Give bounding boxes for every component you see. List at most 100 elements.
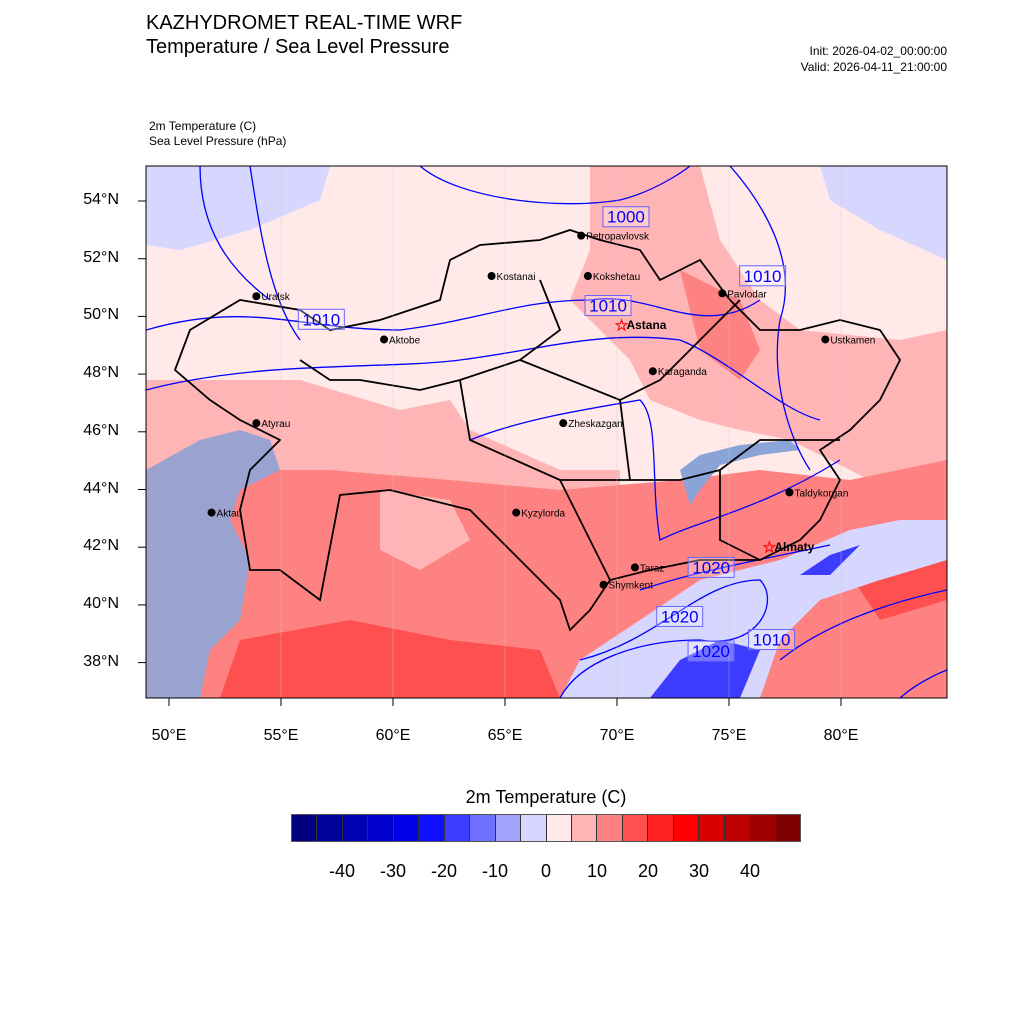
lon-tick-label: 55°E — [263, 727, 299, 744]
colorbar-title: 2m Temperature (C) — [465, 787, 627, 807]
city-layer: Petropavlovsk Kostanai Kokshetau Pavlodar Ur… — [207, 231, 875, 592]
city-label: Aktau — [217, 509, 243, 520]
temp-fill-mountains-very-cold — [650, 640, 760, 698]
field-label-temperature: 2m Temperature (C) — [149, 119, 257, 133]
city-dot-icon — [559, 419, 568, 428]
city-label: Ustkamen — [830, 335, 875, 346]
temp-fill-cold-north — [146, 166, 330, 250]
colorbar-swatch — [622, 815, 649, 841]
city-label: Uralsk — [261, 292, 290, 303]
temp-fill-5-10-east — [570, 166, 947, 520]
contour-label-box — [656, 605, 704, 627]
city-label: Petropavlovsk — [586, 232, 650, 243]
lat-tick-label: 44°N — [83, 479, 119, 497]
subtitle: Temperature / Sea Level Pressure — [146, 36, 450, 58]
colorbar-swatch — [393, 815, 420, 841]
city-dot-icon — [252, 292, 261, 301]
colorbar-label: 30 — [688, 861, 710, 881]
contour-label: 1020 — [692, 558, 730, 577]
colorbar-label: 20 — [637, 861, 659, 881]
colorbar-swatch — [317, 815, 343, 841]
contour-label-group: 1010 — [584, 295, 632, 317]
lat-tick-label: 40°N — [83, 594, 119, 612]
colorbar-label: -20 — [430, 861, 458, 881]
contour-label: 1010 — [302, 310, 340, 329]
colorbar — [291, 814, 801, 842]
city-label: Astana — [626, 318, 666, 332]
lon-tick-label: 50°E — [151, 727, 187, 744]
city-dot-icon — [583, 272, 592, 281]
contour-label-group: 1010 — [297, 308, 345, 330]
contour-label-box — [297, 308, 345, 330]
contour-label-group: 1010 — [748, 629, 796, 651]
contour-label: 1000 — [607, 208, 645, 227]
contour-label-group: 1010 — [739, 265, 787, 287]
lon-tick-label: 65°E — [487, 727, 523, 744]
city-dot-icon — [207, 508, 216, 517]
contour-label-group: 1000 — [602, 206, 650, 228]
contour-label-group: 1020 — [656, 605, 704, 627]
contour-label: 1010 — [744, 267, 782, 286]
colorbar-swatch — [368, 815, 394, 841]
lat-tick-label: 48°N — [83, 364, 119, 382]
city-label: Shymkent — [609, 581, 654, 592]
temp-fill-mountains-cold — [560, 520, 947, 698]
colorbar-swatch — [673, 815, 700, 841]
colorbar-label: 10 — [586, 861, 608, 881]
contour-label-box — [584, 295, 632, 317]
lat-tick-label: 42°N — [83, 537, 119, 555]
colorbar-swatch — [342, 815, 369, 841]
colorbar-swatch — [699, 815, 725, 841]
colorbar-label: -40 — [328, 861, 356, 881]
colorbar-swatch — [775, 815, 801, 841]
contour-label-box — [687, 640, 735, 662]
contour-label-box — [602, 206, 650, 228]
city-dot-icon — [512, 508, 521, 517]
lat-tick-label: 50°N — [83, 306, 119, 324]
capital-star-icon: ★ — [763, 539, 776, 555]
graticule — [280, 166, 842, 698]
city-label: Almaty — [774, 540, 814, 554]
lat-tick-label: 54°N — [83, 191, 119, 208]
lat-tick-label: 46°N — [83, 421, 119, 439]
colorbar-label: 0 — [540, 861, 552, 881]
city-dot-icon — [487, 272, 496, 281]
colorbar-swatch — [419, 815, 445, 841]
colorbar-swatch — [648, 815, 674, 841]
admin-borders — [173, 229, 902, 632]
caspian-sea — [146, 430, 280, 698]
contour-label: 1010 — [589, 297, 627, 316]
contour-label-box — [748, 629, 796, 651]
city-label: Zheskazgan — [568, 419, 622, 430]
contour-label-group: 1020 — [687, 640, 735, 662]
valid-time: Valid: 2026-04-11_21:00:00 — [800, 60, 947, 74]
colorbar-label: -30 — [379, 861, 407, 881]
temp-fill-cold-ne — [820, 166, 947, 260]
colorbar-swatch — [470, 815, 496, 841]
city-label: Taraz — [640, 563, 664, 574]
city-dot-icon — [648, 367, 657, 376]
lon-tick-label: 70°E — [599, 727, 635, 744]
temp-fill-tianshan-cold — [800, 545, 860, 575]
init-time: Init: 2026-04-02_00:00:00 — [809, 44, 947, 58]
city-dot-icon — [599, 580, 608, 589]
city-label: Kostanai — [497, 272, 536, 283]
city-label: Taldykorgan — [794, 488, 848, 499]
colorbar-swatch — [546, 815, 572, 841]
lake-balkhash — [680, 440, 800, 505]
city-label: Kokshetau — [593, 272, 640, 283]
contour-label-group: 1020 — [687, 556, 735, 578]
main-title: KAZHYDROMET REAL-TIME WRF — [146, 12, 463, 34]
city-label: Atyrau — [261, 419, 290, 430]
temp-fill-10-15-pavlodar — [680, 270, 760, 380]
field-label-pressure: Sea Level Pressure (hPa) — [149, 134, 287, 148]
lon-tick-label: 60°E — [375, 727, 411, 744]
axis-ticks — [138, 200, 842, 706]
lat-tick-label: 52°N — [83, 248, 119, 266]
city-label: Kyzylorda — [521, 509, 565, 520]
city-label: Karaganda — [658, 367, 707, 378]
contour-label-box — [739, 265, 787, 287]
colorbar-swatch — [292, 815, 318, 841]
